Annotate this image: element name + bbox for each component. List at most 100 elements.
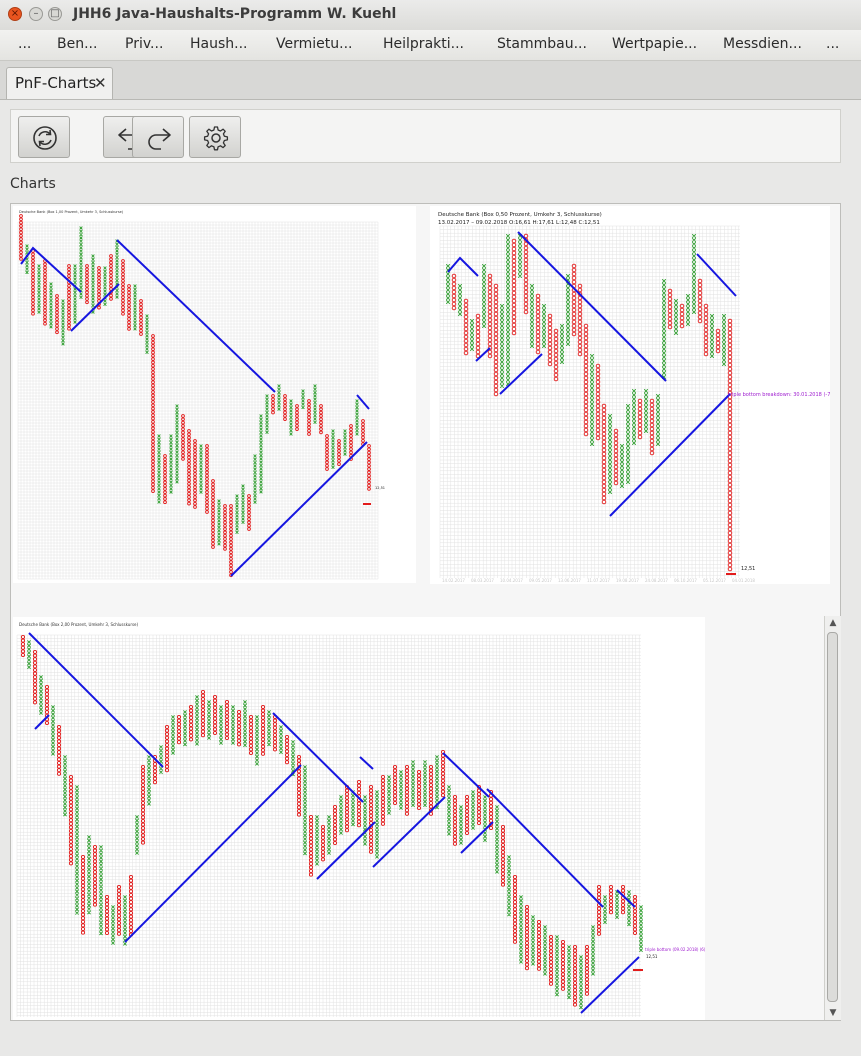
pnf-o-column	[97, 266, 101, 310]
pnf-o-mark	[19, 227, 23, 232]
pnf-o-mark	[349, 430, 353, 435]
pnf-o-mark	[601, 443, 607, 449]
pnf-o-mark	[164, 746, 170, 751]
pnf-o-mark	[548, 981, 554, 986]
x-tick-label: 05.12.2017	[703, 578, 726, 583]
pnf-o-mark	[205, 467, 209, 471]
pnf-o-mark	[319, 410, 323, 415]
pnf-x-column	[253, 454, 257, 504]
pnf-o-column	[247, 494, 251, 531]
pnf-o-mark	[349, 443, 353, 448]
pnf-o-mark	[649, 402, 655, 408]
pnf-o-mark	[571, 315, 577, 321]
pnf-x-marks	[27, 640, 31, 670]
vertical-scrollbar[interactable]: ▲ ▼	[824, 616, 841, 1020]
pnf-x-marks	[631, 388, 637, 446]
pnf-x-marks	[643, 388, 649, 434]
menu-item-heilpraktiker[interactable]: Heilprakti...	[383, 36, 464, 52]
pnf-o-mark	[367, 463, 371, 468]
pnf-o-mark	[109, 254, 113, 258]
pnf-o-mark	[43, 295, 47, 300]
pnf-o-mark	[109, 277, 113, 281]
scroll-down-arrow-icon[interactable]: ▼	[829, 1008, 837, 1018]
window-minimize-button[interactable]: –	[29, 7, 43, 21]
settings-button[interactable]	[189, 116, 241, 158]
pnf-o-mark	[572, 988, 578, 993]
pnf-o-column	[319, 404, 323, 435]
menu-item-priv[interactable]: Priv...	[125, 36, 164, 52]
pnf-o-mark	[493, 323, 499, 329]
pnf-x-column	[643, 388, 649, 434]
pnf-o-mark	[727, 438, 733, 444]
pnf-o-column	[535, 293, 541, 355]
pnf-o-mark	[163, 467, 167, 472]
pnf-o-mark	[272, 722, 278, 727]
menu-item-ben[interactable]: Ben...	[57, 36, 98, 52]
scroll-thumb[interactable]	[827, 632, 838, 1002]
pnf-o-column	[32, 649, 38, 705]
pnf-o-mark	[727, 478, 733, 484]
redo-button[interactable]	[132, 116, 184, 158]
pnf-o-mark	[44, 695, 50, 700]
pnf-o-mark	[601, 411, 607, 417]
pnf-x-marks	[157, 434, 161, 504]
pnf-o-mark	[212, 705, 218, 710]
pnf-x-marks	[639, 905, 643, 953]
pnf-o-mark	[319, 417, 323, 422]
trend-line	[124, 764, 302, 943]
chart-scroll-area[interactable]: Deutsche Bank (Box 1,00 Prozent, Umkehr …	[10, 203, 841, 1021]
pnf-o-mark	[560, 957, 566, 963]
refresh-button[interactable]	[18, 116, 70, 158]
pnf-x-marks	[661, 278, 667, 380]
pnf-o-mark	[121, 295, 125, 300]
pnf-o-mark	[205, 500, 209, 504]
pnf-o-mark	[80, 872, 86, 878]
pnf-o-column	[223, 504, 227, 551]
tab-pnf-charts[interactable]: PnF-Charts ✕	[6, 67, 113, 99]
x-tick-label: 11.07.2017	[587, 578, 610, 583]
pnf-x-column	[207, 700, 211, 740]
pnf-o-mark	[20, 652, 26, 658]
pnf-x-marks	[495, 805, 499, 874]
pnf-o-mark	[271, 404, 275, 408]
menu-item-overflow-right[interactable]: ...	[826, 36, 840, 52]
menu-item-vermietung[interactable]: Vermietu...	[276, 36, 353, 52]
trend-line	[230, 441, 368, 577]
pnf-x-column	[541, 303, 547, 349]
pnf-o-mark	[547, 361, 553, 367]
menu-item-overflow-left[interactable]: ...	[18, 36, 32, 52]
menu-item-wertpapiere[interactable]: Wertpapie...	[612, 36, 698, 52]
pnf-o-mark	[367, 444, 371, 448]
pnf-o-mark	[193, 488, 197, 493]
pnf-o-mark	[547, 357, 553, 363]
pnf-o-mark	[380, 821, 386, 826]
pnf-o-mark	[211, 492, 215, 497]
pnf-o-mark	[247, 500, 251, 505]
tab-close-icon[interactable]: ✕	[94, 74, 107, 92]
pnf-x-column	[567, 945, 571, 1000]
chart-grid	[16, 634, 641, 1017]
menu-item-messdiener[interactable]: Messdien...	[723, 36, 802, 52]
pnf-o-mark	[511, 322, 517, 328]
pnf-x-marks	[589, 353, 595, 447]
pnf-x-column	[627, 890, 631, 927]
pnf-o-mark	[67, 316, 71, 321]
scroll-up-arrow-icon[interactable]: ▲	[829, 618, 837, 628]
pnf-o-mark	[121, 272, 125, 277]
menu-item-haush[interactable]: Haush...	[190, 36, 248, 52]
window-close-button[interactable]: ×	[8, 7, 22, 21]
menu-item-stammbaum[interactable]: Stammbau...	[497, 36, 587, 52]
pnf-o-mark	[43, 302, 47, 306]
pnf-o-mark	[512, 910, 518, 916]
pnf-o-mark	[577, 335, 583, 341]
window-maximize-button[interactable]: □	[48, 7, 62, 21]
pnf-o-mark	[187, 468, 191, 473]
pnf-x-column	[531, 915, 535, 966]
menu-bar: ... Ben... Priv... Haush... Vermietu... …	[0, 30, 861, 61]
pnf-o-mark	[68, 814, 74, 819]
pnf-o-column	[20, 634, 26, 658]
pnf-o-mark	[109, 297, 113, 301]
pnf-o-mark	[188, 730, 194, 735]
pnf-o-column	[140, 764, 146, 845]
pnf-o-mark	[97, 279, 101, 284]
